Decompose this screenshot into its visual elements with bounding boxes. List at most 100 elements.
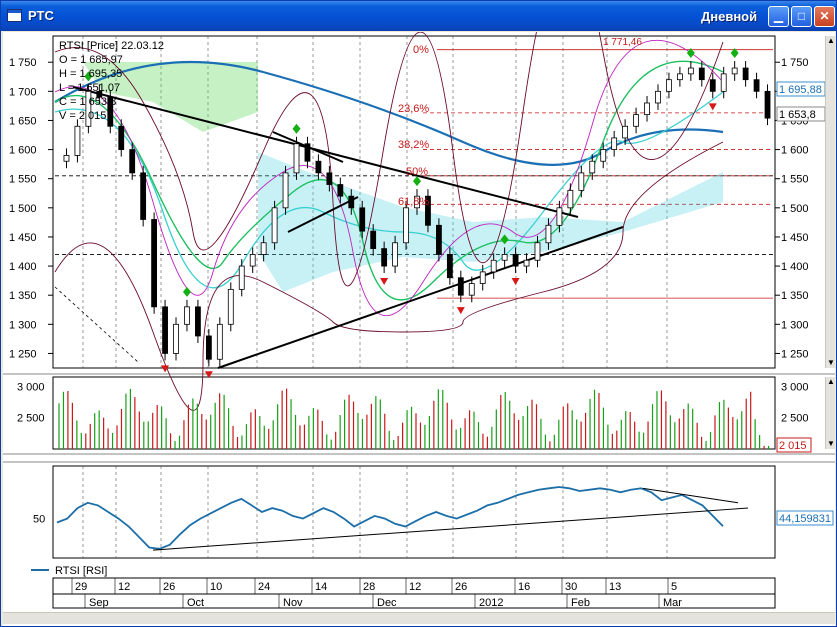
rsi-trend-line	[152, 507, 749, 551]
price-y-tick-right: 1 500	[781, 203, 809, 215]
volume-y-tick-right: 3 000	[781, 381, 809, 393]
candle-body	[468, 283, 475, 296]
candle-body	[545, 224, 552, 244]
minimize-button[interactable]: ▁	[768, 6, 789, 27]
candle-body	[764, 90, 771, 119]
moving-average-line	[54, 39, 724, 316]
fib-label-382: 38,2%	[398, 139, 429, 151]
close-icon: ✕	[819, 9, 830, 23]
candle-body	[512, 254, 519, 267]
info-open: O = 1 685,97	[59, 54, 123, 66]
candle-body	[216, 323, 223, 360]
rsi-legend: RTSI [RSI]	[31, 565, 107, 577]
candle-body	[414, 195, 420, 209]
price-y-tick-left: 1 300	[9, 319, 37, 331]
scroll-down-icon[interactable]: ▼	[827, 358, 835, 367]
volume-y-tick-right: 2 500	[781, 413, 809, 425]
date-day-tick: 26	[163, 581, 175, 593]
candle-body	[370, 230, 377, 249]
candle-body	[501, 254, 508, 261]
volume-y-tick-left: 2 500	[17, 413, 45, 425]
date-day-tick: 16	[518, 581, 530, 593]
price-y-tick-left: 1 650	[9, 115, 37, 127]
candle-body	[753, 79, 760, 92]
info-symbol: RTSI [Price] 22.03.12	[59, 40, 164, 52]
candle-body	[611, 137, 618, 150]
close-button[interactable]: ✕	[814, 6, 835, 27]
candle-body	[195, 306, 201, 337]
price-scrollbar[interactable]: ▲ ▼	[825, 36, 835, 368]
candle-body	[107, 96, 114, 127]
down-signal-marker	[380, 278, 389, 286]
maximize-icon: □	[797, 9, 806, 23]
ichimoku-cloud	[258, 152, 723, 292]
rsi-line	[56, 486, 724, 550]
candle-body	[446, 254, 453, 279]
title-bar[interactable]: РТС Дневной ▁ □ ✕	[1, 1, 836, 31]
maximize-button[interactable]: □	[791, 6, 812, 27]
horizontal-scrollbar[interactable]	[3, 612, 835, 624]
candle-body	[709, 79, 716, 92]
candle-body	[720, 73, 727, 92]
price-y-tick-left: 1 350	[9, 290, 37, 302]
candle-body	[644, 102, 650, 116]
up-signal-marker	[182, 286, 191, 297]
candle-body	[567, 189, 574, 209]
price-y-tick-right: 1 750	[781, 57, 809, 69]
date-day-tick: 10	[210, 581, 222, 593]
price-y-tick-right: 1 250	[781, 348, 809, 360]
candle-body	[479, 271, 486, 284]
date-day-tick: 12	[118, 581, 130, 593]
rsi-y-tick-left: 50	[33, 514, 45, 526]
volume-scrollbar[interactable]: ▲ ▼	[825, 377, 835, 449]
trend-line	[217, 226, 624, 369]
date-day-tick: 12	[409, 581, 421, 593]
minimize-icon: ▁	[773, 9, 784, 23]
candle-body	[315, 160, 322, 174]
fibonacci-labels: 0% 1 771,46 23,6% 38,2% 50% 61,8%	[398, 37, 642, 208]
candle-body	[687, 67, 694, 75]
candle-body	[249, 254, 256, 267]
info-volume: V = 2 015	[59, 110, 106, 122]
candle-body	[589, 160, 596, 174]
scroll-up-icon[interactable]: ▲	[827, 36, 835, 45]
down-signal-marker	[161, 365, 170, 373]
rsi-last-tag: 44,159831	[779, 513, 831, 525]
price-y-tick-right: 1 600	[781, 145, 809, 157]
candle-body	[162, 306, 168, 354]
price-y-tick-left: 1 750	[9, 57, 37, 69]
candle-body	[227, 288, 234, 325]
date-month-tick: Dec	[377, 597, 397, 609]
candle-body	[129, 149, 136, 174]
last-price-tag-2: 1 653,8	[779, 109, 816, 121]
candle-body	[348, 195, 355, 209]
date-day-tick: 5	[671, 581, 677, 593]
scroll-down-icon[interactable]: ▼	[827, 439, 835, 448]
candle-body	[425, 195, 431, 226]
date-month-tick: Sep	[89, 597, 109, 609]
fib-label-236: 23,6%	[398, 103, 429, 115]
fib-label-618: 61,8%	[398, 196, 429, 208]
date-axis-frame	[52, 577, 776, 609]
scroll-up-icon[interactable]: ▲	[827, 377, 835, 386]
up-signal-marker	[500, 234, 509, 245]
date-day-tick: 29	[75, 581, 87, 593]
date-day-tick: 26	[455, 581, 467, 593]
volume-y-tick-left: 3 000	[17, 381, 45, 393]
price-layer	[54, 32, 773, 558]
candle-body	[63, 155, 70, 162]
candle-body	[457, 277, 464, 296]
price-y-tick-left: 1 450	[9, 232, 37, 244]
up-signal-marker	[292, 123, 301, 134]
price-y-tick-right: 1 550	[781, 174, 809, 186]
candle-body	[666, 79, 672, 92]
rsi-legend-label: RTSI [RSI]	[55, 565, 107, 577]
candle-body	[151, 219, 158, 308]
candle-body	[403, 207, 409, 244]
app-icon	[7, 9, 22, 22]
candle-body	[381, 248, 388, 267]
date-day-tick: 13	[609, 581, 621, 593]
candle-body	[293, 143, 300, 174]
